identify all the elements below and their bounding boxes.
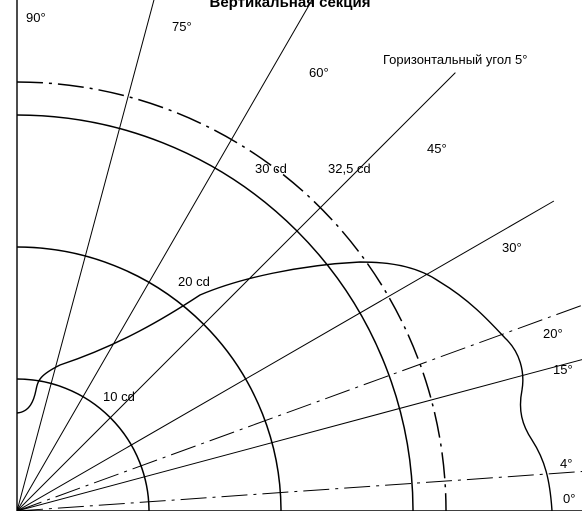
angle-label-45: 45° [427,141,447,156]
angle-line-45 [16,72,456,511]
circle-label-10cd: 10 cd [103,389,135,404]
horizontal-angle-label: Горизонтальный угол 5° [383,52,527,67]
angle-line-75 [16,0,155,511]
iso-circles [16,81,447,511]
iso-circle-20cd [16,246,282,511]
angle-label-60: 60° [309,65,329,80]
angle-line-60 [16,0,313,511]
iso-circle-32-5cd [16,81,447,511]
angle-label-0: 0° [563,491,575,506]
angle-label-90: 90° [26,10,46,25]
angle-label-15: 15° [553,362,573,377]
iso-circle-10cd [16,378,150,511]
angle-label-4: 4° [560,456,572,471]
iso-circle-30cd [16,114,414,511]
angle-lines [16,0,582,511]
diagram-title: Вертикальная секция [209,0,370,11]
angle-label-75: 75° [172,19,192,34]
light-distribution-curve [16,261,553,511]
circle-label-30cd: 30 cd [255,161,287,176]
angle-labels: 90° 75° 60° 45° 30° 20° 15° 4° 0° [26,10,575,506]
angle-line-20 [16,304,582,511]
angle-line-4 [16,471,582,511]
circle-label-32-5cd: 32,5 cd [328,161,371,176]
angle-label-30: 30° [502,240,522,255]
angle-line-30 [16,200,555,511]
circle-labels: 10 cd 20 cd 30 cd 32,5 cd [103,161,371,404]
angle-line-15 [16,359,582,511]
circle-label-20cd: 20 cd [178,274,210,289]
angle-label-20: 20° [543,326,563,341]
